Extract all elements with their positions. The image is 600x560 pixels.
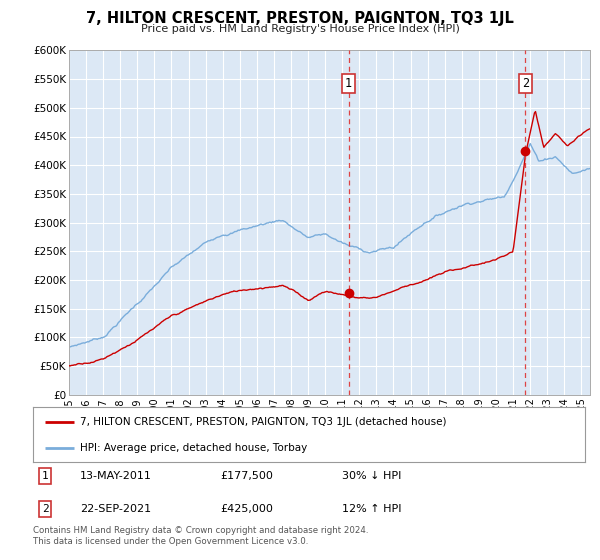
Text: £177,500: £177,500: [221, 471, 274, 481]
Text: 2: 2: [42, 504, 49, 514]
Text: Price paid vs. HM Land Registry's House Price Index (HPI): Price paid vs. HM Land Registry's House …: [140, 24, 460, 34]
Text: 1: 1: [345, 77, 352, 90]
Text: £425,000: £425,000: [221, 504, 274, 514]
Text: 22-SEP-2021: 22-SEP-2021: [80, 504, 151, 514]
Text: 13-MAY-2011: 13-MAY-2011: [80, 471, 152, 481]
Text: Contains HM Land Registry data © Crown copyright and database right 2024.
This d: Contains HM Land Registry data © Crown c…: [33, 526, 368, 546]
Text: 1: 1: [42, 471, 49, 481]
Text: HPI: Average price, detached house, Torbay: HPI: Average price, detached house, Torb…: [80, 444, 307, 453]
Text: 7, HILTON CRESCENT, PRESTON, PAIGNTON, TQ3 1JL (detached house): 7, HILTON CRESCENT, PRESTON, PAIGNTON, T…: [80, 418, 446, 427]
Text: 12% ↑ HPI: 12% ↑ HPI: [342, 504, 401, 514]
Text: 30% ↓ HPI: 30% ↓ HPI: [342, 471, 401, 481]
Text: 7, HILTON CRESCENT, PRESTON, PAIGNTON, TQ3 1JL: 7, HILTON CRESCENT, PRESTON, PAIGNTON, T…: [86, 11, 514, 26]
Text: 2: 2: [521, 77, 529, 90]
